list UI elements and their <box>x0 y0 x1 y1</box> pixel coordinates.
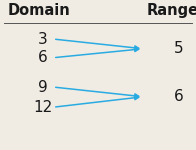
Text: 6: 6 <box>173 89 183 104</box>
Text: Domain: Domain <box>8 3 71 18</box>
Text: 9: 9 <box>38 80 48 94</box>
Text: 3: 3 <box>38 32 48 46</box>
Text: 6: 6 <box>38 50 48 65</box>
Text: 12: 12 <box>34 100 53 115</box>
Text: Range: Range <box>147 3 196 18</box>
Text: 5: 5 <box>173 41 183 56</box>
